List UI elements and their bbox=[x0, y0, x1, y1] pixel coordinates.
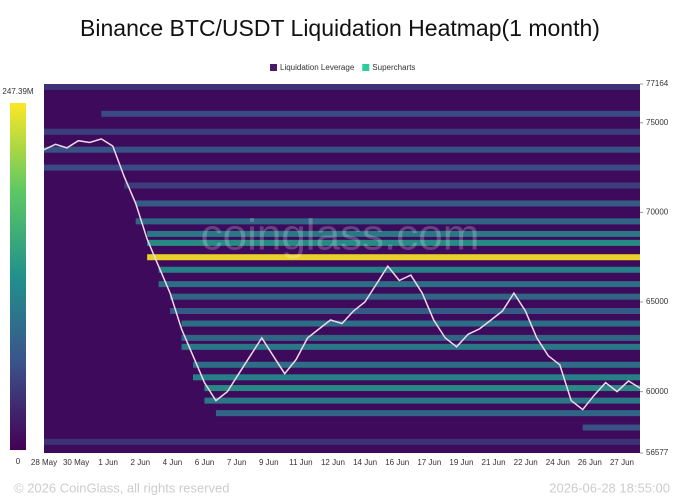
y-tick-label: 70000 bbox=[646, 208, 669, 217]
legend-swatch bbox=[362, 64, 370, 71]
colorbar bbox=[10, 103, 26, 450]
liquidation-band bbox=[170, 293, 640, 300]
x-tick-label: 22 Jun bbox=[514, 458, 538, 467]
liquidation-band bbox=[147, 239, 640, 246]
x-tick-label: 26 Jun bbox=[578, 458, 602, 467]
timestamp: 2026-06-28 18:55:00 bbox=[549, 480, 670, 495]
x-tick-label: 2 Jun bbox=[131, 458, 151, 467]
liquidation-band bbox=[193, 361, 640, 368]
liquidation-band bbox=[101, 110, 640, 117]
liquidation-band bbox=[44, 164, 640, 171]
liquidation-band bbox=[204, 397, 640, 404]
liquidation-band bbox=[158, 266, 640, 273]
x-tick-label: 12 Jun bbox=[321, 458, 345, 467]
liquidation-band bbox=[170, 307, 640, 314]
x-tick-label: 24 Jun bbox=[546, 458, 570, 467]
liquidation-band bbox=[135, 200, 640, 207]
liquidation-band bbox=[582, 424, 640, 431]
watermark: coinglass.com bbox=[201, 211, 480, 260]
liquidation-band bbox=[181, 320, 640, 327]
x-tick-label: 19 Jun bbox=[449, 458, 473, 467]
y-tick-label: 56577 bbox=[646, 448, 669, 457]
y-tick-label: 60000 bbox=[646, 387, 669, 396]
legend-swatch bbox=[270, 64, 277, 71]
x-tick-label: 1 Jun bbox=[98, 458, 118, 467]
x-tick-label: 16 Jun bbox=[385, 458, 409, 467]
price-line bbox=[44, 138, 640, 411]
x-tick-label: 4 Jun bbox=[163, 458, 183, 467]
plot-area bbox=[44, 84, 640, 453]
chart-title: Binance BTC/USDT Liquidation Heatmap(1 m… bbox=[80, 15, 600, 41]
liquidation-band bbox=[44, 146, 640, 153]
y-tick-label: 65000 bbox=[646, 297, 669, 306]
x-tick-label: 9 Jun bbox=[259, 458, 279, 467]
legend-label: Supercharts bbox=[372, 63, 415, 72]
x-tick-label: 17 Jun bbox=[417, 458, 441, 467]
liquidation-band bbox=[158, 281, 640, 288]
x-tick-label: 28 May bbox=[31, 458, 57, 467]
x-tick-label: 6 Jun bbox=[195, 458, 215, 467]
liquidation-band bbox=[181, 343, 640, 350]
liquidation-band bbox=[44, 84, 640, 90]
footer: © 2026 CoinGlass, all rights reserved bbox=[14, 480, 230, 495]
liquidation-band bbox=[215, 410, 640, 417]
liquidation-band bbox=[181, 334, 640, 341]
colorbar-max: 247.39M bbox=[2, 87, 33, 96]
liquidation-band bbox=[124, 182, 640, 189]
liquidation-band bbox=[204, 385, 640, 392]
liquidation-band bbox=[44, 128, 640, 135]
x-tick-label: 14 Jun bbox=[353, 458, 377, 467]
x-tick-label: 21 Jun bbox=[482, 458, 506, 467]
legend-label: Liquidation Leverage bbox=[280, 63, 355, 72]
liquidation-band bbox=[193, 374, 640, 381]
x-tick-label: 7 Jun bbox=[227, 458, 247, 467]
x-tick-label: 30 May bbox=[63, 458, 89, 467]
y-tick-label: 77164 bbox=[646, 79, 669, 88]
liquidation-band bbox=[147, 254, 640, 261]
y-tick-label: 75000 bbox=[646, 118, 669, 127]
colorbar-min: 0 bbox=[16, 457, 21, 466]
x-tick-label: 27 Jun bbox=[610, 458, 634, 467]
x-tick-label: 11 Jun bbox=[289, 458, 312, 467]
liquidation-band bbox=[147, 230, 640, 237]
liquidation-band bbox=[44, 438, 640, 445]
liquidation-band bbox=[135, 218, 640, 225]
